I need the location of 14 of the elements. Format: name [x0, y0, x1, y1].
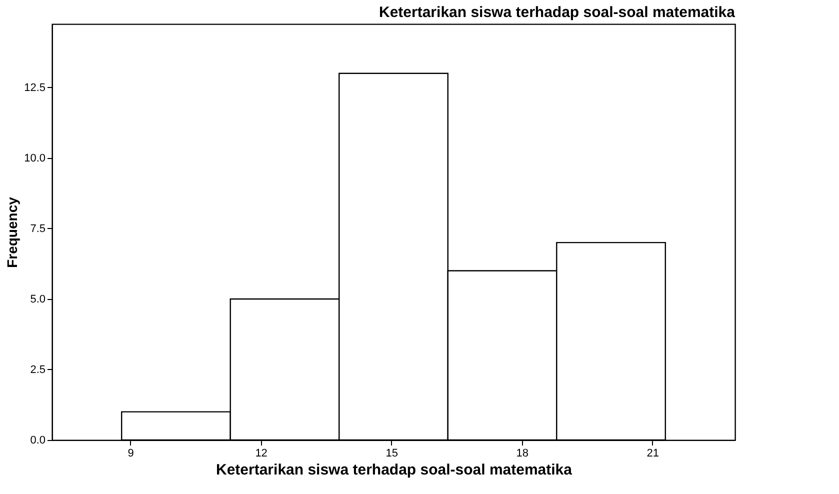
- x-tick-label: 18: [516, 448, 528, 460]
- x-tick-label: 15: [386, 448, 398, 460]
- chart-title: Ketertarikan siswa terhadap soal-soal matematika: [379, 4, 736, 21]
- x-tick-label: 21: [646, 448, 659, 460]
- y-tick-label: 7.5: [30, 222, 46, 235]
- y-tick-label: 5.0: [30, 293, 46, 306]
- x-tick-label: 9: [128, 448, 134, 460]
- y-axis-title: Frequency: [4, 196, 20, 268]
- x-tick-label: 12: [255, 448, 268, 460]
- x-axis-title: Ketertarikan siswa terhadap soal-soal matematika: [216, 462, 573, 478]
- y-tick-label: 2.5: [30, 364, 46, 376]
- y-tick-label: 0.0: [30, 434, 46, 446]
- y-tick-label: 12.5: [24, 82, 46, 94]
- y-tick-label: 10.0: [24, 152, 46, 164]
